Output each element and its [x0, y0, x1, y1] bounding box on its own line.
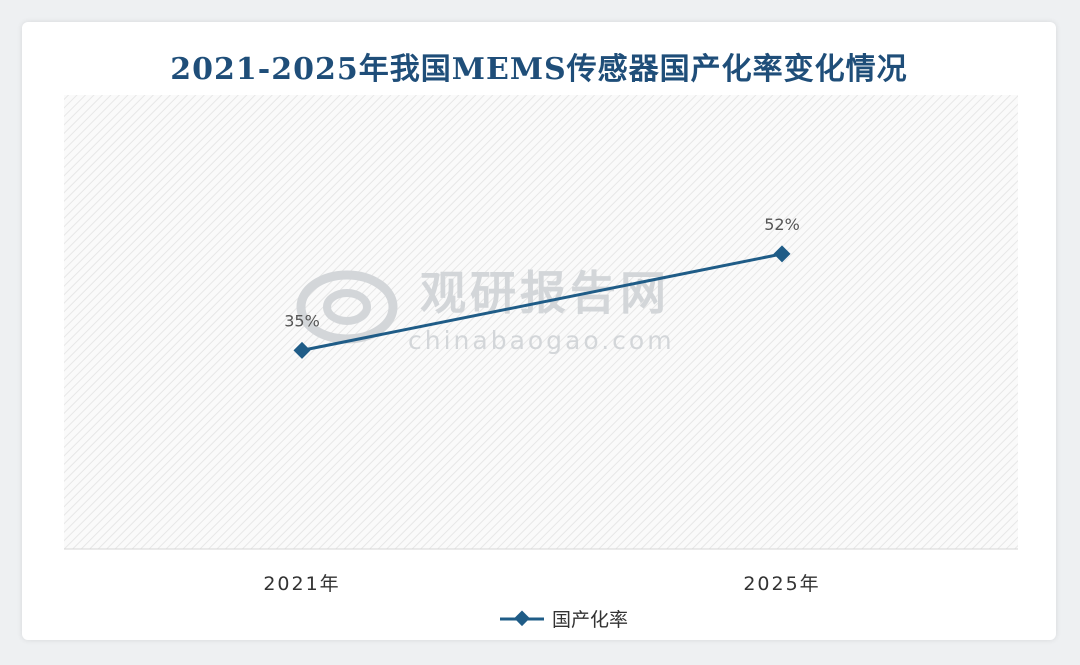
- x-tick-layer: 2021年 2025年: [263, 573, 820, 595]
- watermark-name: 观研报告网: [420, 266, 670, 320]
- series-line: [301, 252, 783, 352]
- line-chart: 观研报告网 chinabaogao.com 35%52% 2021年 2025年 …: [64, 95, 1018, 631]
- x-tick-label: 2021年: [263, 573, 340, 595]
- chart-title: 2021-2025年我国MEMS传感器国产化率变化情况: [170, 52, 908, 87]
- watermark: 观研报告网 chinabaogao.com: [296, 266, 675, 355]
- legend: 国产化率: [500, 609, 628, 631]
- data-label: 35%: [284, 311, 320, 330]
- plot-area: [64, 95, 1018, 549]
- data-point-marker: [293, 341, 311, 359]
- legend-marker: [514, 610, 530, 627]
- watermark-url: chinabaogao.com: [408, 326, 675, 355]
- x-tick-label: 2025年: [743, 573, 820, 595]
- chart-card: 2021-2025年我国MEMS传感器国产化率变化情况 观研报告网 chinab…: [22, 22, 1056, 640]
- data-label: 52%: [764, 215, 800, 234]
- watermark-logo: [296, 270, 398, 344]
- data-point-marker: [773, 245, 791, 263]
- legend-label: 国产化率: [552, 609, 628, 631]
- series-layer: 35% 52%: [284, 215, 800, 359]
